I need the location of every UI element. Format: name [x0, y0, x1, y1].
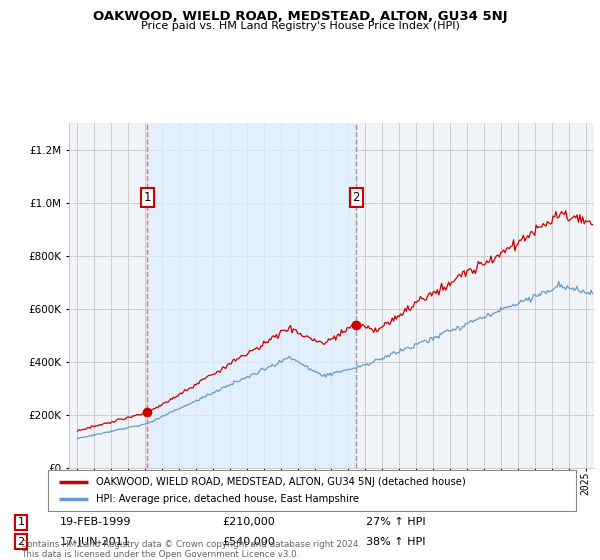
- Text: 2: 2: [352, 191, 360, 204]
- Text: 17-JUN-2011: 17-JUN-2011: [60, 536, 131, 547]
- Text: Contains HM Land Registry data © Crown copyright and database right 2024.
This d: Contains HM Land Registry data © Crown c…: [21, 540, 361, 559]
- Text: 27% ↑ HPI: 27% ↑ HPI: [366, 517, 425, 528]
- Text: Price paid vs. HM Land Registry's House Price Index (HPI): Price paid vs. HM Land Registry's House …: [140, 21, 460, 31]
- Text: 38% ↑ HPI: 38% ↑ HPI: [366, 536, 425, 547]
- Bar: [148, 123, 356, 468]
- Text: £540,000: £540,000: [222, 536, 275, 547]
- Text: 19-FEB-1999: 19-FEB-1999: [60, 517, 131, 528]
- Text: 1: 1: [17, 517, 25, 528]
- Text: 2: 2: [17, 536, 25, 547]
- Text: OAKWOOD, WIELD ROAD, MEDSTEAD, ALTON, GU34 5NJ: OAKWOOD, WIELD ROAD, MEDSTEAD, ALTON, GU…: [92, 10, 508, 23]
- Text: HPI: Average price, detached house, East Hampshire: HPI: Average price, detached house, East…: [95, 494, 359, 505]
- Text: 1: 1: [143, 191, 151, 204]
- Text: £210,000: £210,000: [222, 517, 275, 528]
- Text: OAKWOOD, WIELD ROAD, MEDSTEAD, ALTON, GU34 5NJ (detached house): OAKWOOD, WIELD ROAD, MEDSTEAD, ALTON, GU…: [95, 477, 465, 487]
